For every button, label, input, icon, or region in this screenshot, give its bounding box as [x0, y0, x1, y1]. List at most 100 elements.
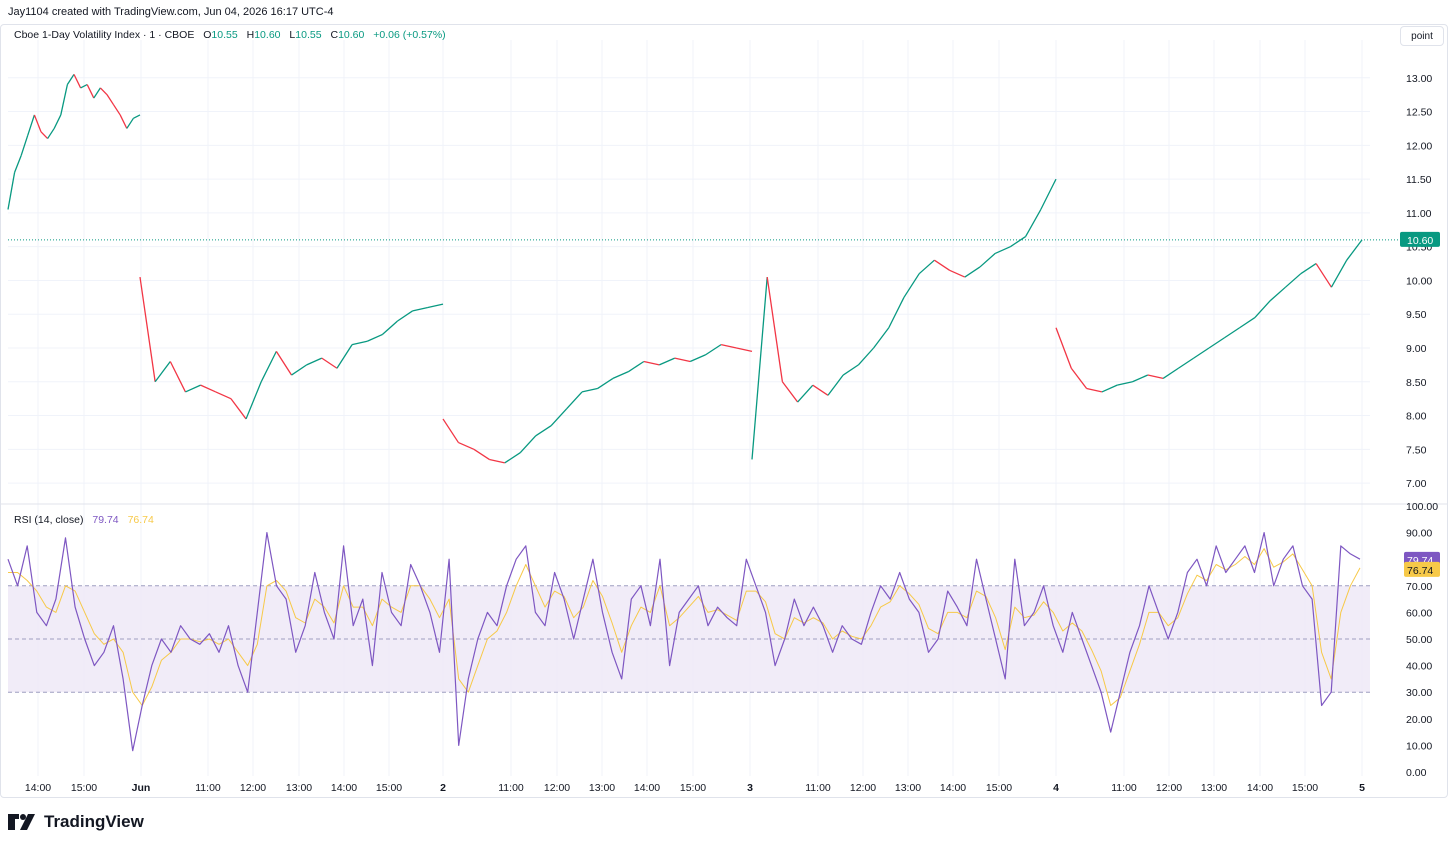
x-tick-label: 13:00: [589, 782, 615, 794]
price-segment: [215, 391, 232, 400]
price-segment: [964, 266, 981, 278]
rsi-tick-label: 60.00: [1406, 607, 1432, 619]
x-tick-label: 13:00: [286, 782, 312, 794]
price-tick-label: 9.50: [1406, 309, 1427, 321]
x-tick-label: 12:00: [850, 782, 876, 794]
rsi-legend: RSI (14, close) 79.74 76.74: [14, 514, 154, 526]
price-segment: [427, 303, 444, 309]
price-segment: [1010, 235, 1026, 248]
price-segment: [674, 357, 691, 363]
price-session: [7, 74, 141, 210]
last-price-label: 10.60: [1407, 235, 1433, 247]
price-segment: [47, 128, 55, 139]
price-segment: [842, 364, 859, 376]
rsi-tick-label: 10.00: [1406, 740, 1432, 752]
price-segment: [612, 371, 629, 379]
rsi-ma-badge-label: 76.74: [1407, 565, 1433, 577]
low-label: L: [289, 29, 296, 41]
price-tick-label: 11.50: [1406, 174, 1432, 186]
rsi-tick-label: 0.00: [1406, 767, 1427, 779]
scale-mode-button[interactable]: point: [1400, 26, 1444, 46]
brand-name: TradingView: [44, 812, 144, 831]
price-tick-label: 7.50: [1406, 444, 1427, 456]
price-tick-label: 10.00: [1406, 275, 1432, 287]
price-segment: [519, 435, 537, 454]
price-segment: [720, 343, 737, 349]
price-segment: [979, 252, 996, 268]
price-segment: [934, 259, 950, 271]
close-label: C: [330, 29, 339, 41]
price-segment: [1070, 367, 1088, 389]
price-segment: [66, 74, 75, 85]
x-tick-label: 14:00: [25, 782, 51, 794]
x-tick-label: 15:00: [376, 782, 402, 794]
price-segment: [169, 361, 187, 393]
symbol-title[interactable]: Cboe 1-Day Volatility Index · 1 · CBOE: [14, 29, 195, 41]
x-tick-label: 14:00: [634, 782, 660, 794]
price-session: [139, 276, 444, 420]
price-segment: [689, 354, 706, 363]
rsi-tick-label: 40.00: [1406, 661, 1432, 673]
x-tick-label: 14:00: [940, 782, 966, 794]
price-segment: [736, 347, 753, 353]
price-segment: [1040, 178, 1057, 210]
price-segment: [106, 94, 115, 106]
price-segment: [1346, 239, 1363, 261]
price-segment: [597, 377, 614, 390]
price-segment: [113, 104, 121, 116]
price-segment: [766, 276, 784, 382]
price-segment: [321, 357, 338, 369]
brand-logo[interactable]: TradingView: [8, 812, 144, 832]
price-segment: [1101, 384, 1118, 393]
rsi-ma-badge: [1404, 561, 1440, 577]
price-segment: [751, 277, 768, 460]
price-segment: [133, 114, 141, 119]
price-segment: [489, 458, 505, 464]
rsi-title[interactable]: RSI (14, close): [14, 514, 84, 526]
x-tick-label: 15:00: [986, 782, 1012, 794]
price-segment: [381, 320, 398, 335]
price-segment: [1055, 327, 1072, 369]
price-segment: [581, 387, 598, 393]
price-segment: [888, 297, 905, 329]
price-tick-label: 12.00: [1406, 140, 1432, 152]
price-segment: [473, 448, 490, 461]
price-segment: [126, 117, 134, 129]
rsi-value: 79.74: [92, 514, 119, 526]
price-segment: [53, 114, 62, 129]
price-segment: [643, 360, 660, 366]
x-tick-label: 2: [440, 782, 446, 794]
price-segment: [705, 344, 722, 356]
x-tick-label: 5: [1359, 782, 1365, 794]
price-segment: [275, 351, 293, 376]
price-segment: [40, 131, 49, 140]
price-segment: [566, 391, 583, 410]
price-tick-label: 13.00: [1406, 73, 1432, 85]
price-segment: [73, 74, 82, 89]
price-segment: [1330, 259, 1348, 288]
price-segment: [336, 344, 353, 369]
price-tick-label: 12.50: [1406, 107, 1432, 119]
price-segment: [994, 246, 1011, 255]
price-tick-label: 7.00: [1406, 478, 1427, 490]
price-segment: [535, 425, 552, 437]
price-segment: [1162, 367, 1179, 379]
price-segment: [827, 374, 844, 396]
price-segment: [857, 347, 875, 366]
price-segment: [1117, 381, 1133, 386]
price-segment: [60, 84, 69, 116]
price-segment: [873, 327, 890, 349]
open-label: O: [203, 29, 212, 41]
price-segment: [1132, 374, 1149, 383]
price-segment: [1025, 209, 1042, 237]
price-segment: [20, 134, 29, 156]
chart-attribution: Jay1104 created with TradingView.com, Ju…: [8, 6, 334, 18]
price-segment: [306, 357, 323, 366]
price-session: [751, 178, 1057, 460]
price-segment: [797, 384, 814, 403]
rsi-line: [7, 531, 1361, 752]
price-segment: [1193, 347, 1210, 359]
price-segment: [1315, 263, 1332, 288]
price-tick-label: 9.00: [1406, 343, 1427, 355]
